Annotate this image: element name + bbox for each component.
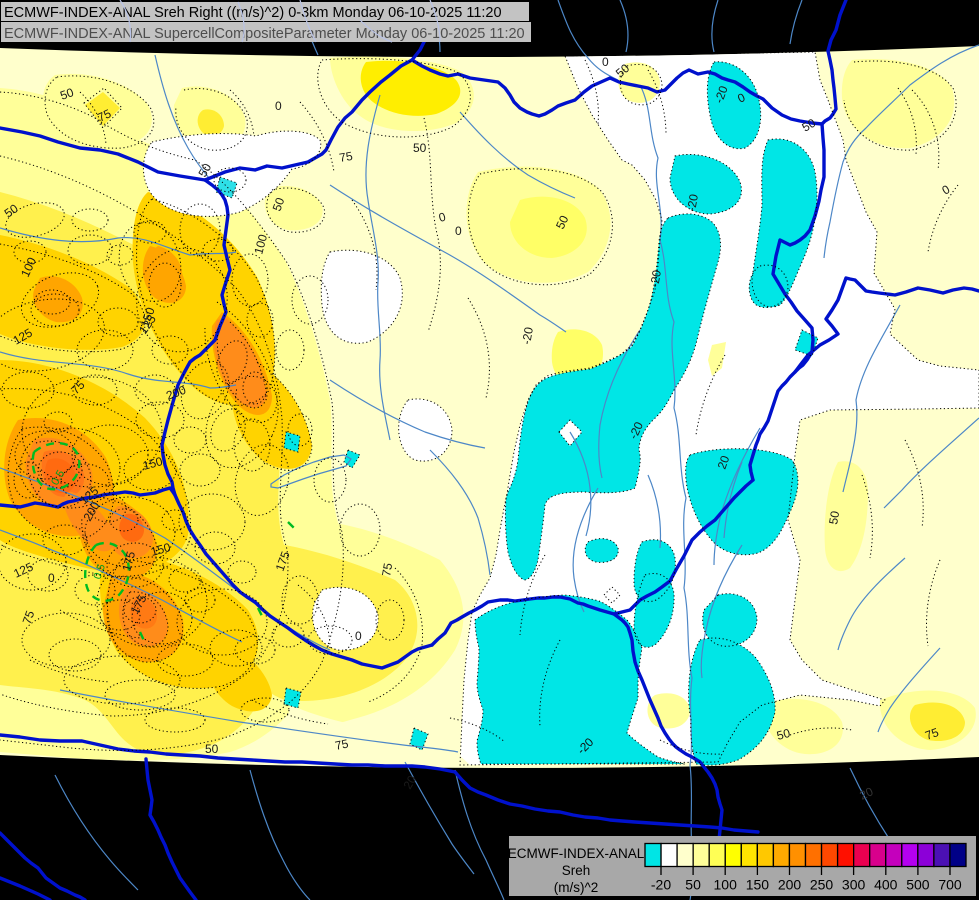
svg-text:75: 75 [379, 562, 395, 578]
svg-text:0: 0 [602, 55, 609, 69]
svg-text:0.5: 0.5 [92, 563, 109, 581]
svg-text:150: 150 [141, 454, 164, 473]
svg-text:100: 100 [251, 232, 270, 255]
svg-text:0: 0 [355, 629, 362, 643]
svg-text:20: 20 [857, 784, 875, 802]
svg-text:175: 175 [119, 549, 138, 572]
svg-text:-20: -20 [684, 193, 701, 213]
svg-text:20: 20 [715, 453, 733, 471]
svg-text:50: 50 [58, 85, 76, 103]
svg-text:-20: -20 [712, 84, 731, 105]
svg-text:300: 300 [842, 877, 866, 893]
svg-text:150: 150 [746, 877, 770, 893]
svg-text:-20: -20 [519, 326, 536, 346]
svg-text:200: 200 [778, 877, 802, 893]
svg-text:75: 75 [334, 736, 350, 753]
svg-text:ECMWF-INDEX-ANAL Sreh Right ((: ECMWF-INDEX-ANAL Sreh Right ((m/s)^2) 0-… [4, 5, 502, 21]
svg-text:500: 500 [906, 877, 930, 893]
svg-text:700: 700 [938, 877, 962, 893]
svg-text:0: 0 [437, 210, 447, 225]
svg-text:75: 75 [923, 725, 941, 743]
svg-text:50: 50 [775, 726, 792, 743]
svg-text:400: 400 [874, 877, 898, 893]
svg-text:150: 150 [149, 540, 172, 559]
svg-text:0: 0 [455, 224, 462, 238]
svg-text:50: 50 [800, 116, 819, 135]
svg-text:150: 150 [138, 305, 158, 329]
svg-text:-20: -20 [647, 269, 664, 289]
svg-text:50: 50 [195, 161, 214, 180]
svg-text:75: 75 [95, 106, 113, 124]
svg-text:200: 200 [164, 383, 188, 403]
svg-text:ECMWF-INDEX-ANAL: ECMWF-INDEX-ANAL [508, 846, 645, 861]
svg-text:50: 50 [826, 510, 842, 526]
svg-text:75: 75 [20, 608, 38, 626]
svg-text:Sreh: Sreh [562, 863, 591, 878]
svg-text:50: 50 [413, 141, 427, 155]
svg-text:(m/s)^2: (m/s)^2 [554, 880, 599, 895]
svg-text:50: 50 [685, 877, 701, 893]
svg-text:175: 175 [273, 549, 293, 573]
svg-text:50: 50 [205, 742, 219, 756]
svg-text:50: 50 [553, 213, 571, 231]
svg-text:50: 50 [270, 195, 288, 213]
svg-text:0: 0 [275, 99, 282, 113]
svg-text:250: 250 [810, 877, 834, 893]
svg-text:ECMWF-INDEX-ANAL SupercellComp: ECMWF-INDEX-ANAL SupercellCompositeParam… [4, 26, 525, 42]
svg-text:-20: -20 [626, 419, 646, 441]
svg-text:75: 75 [338, 149, 354, 165]
svg-text:20: 20 [400, 773, 419, 792]
svg-text:100: 100 [714, 877, 738, 893]
svg-text:0: 0 [48, 571, 55, 585]
svg-text:-20: -20 [651, 877, 671, 893]
